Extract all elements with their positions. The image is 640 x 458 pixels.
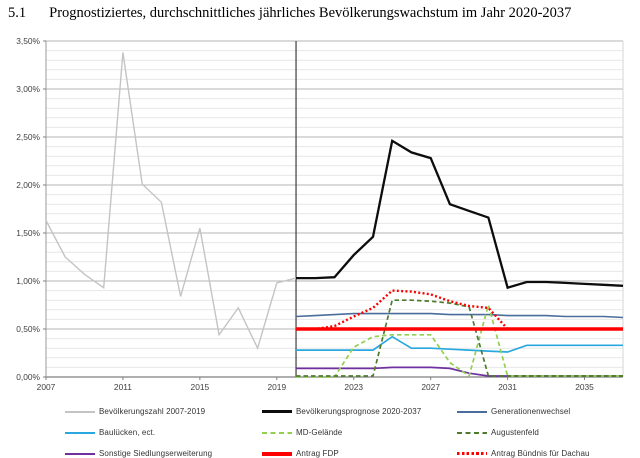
series-line-5 xyxy=(296,301,623,378)
section-number: 5.1 xyxy=(8,5,27,21)
legend-item-8: Antrag FDP xyxy=(262,443,457,458)
legend-swatch xyxy=(457,410,487,413)
legend-swatch xyxy=(457,452,487,455)
y-axis-label: 1,50% xyxy=(16,228,40,238)
y-axis-label: 2,00% xyxy=(16,180,40,190)
chart-legend: Bevölkerungszahl 2007-2019 Bevölkerungspr… xyxy=(65,401,640,458)
x-axis-label: 2019 xyxy=(267,382,286,392)
legend-item-5: MD-Gelände xyxy=(262,422,457,443)
series-line-1 xyxy=(45,52,297,351)
legend-item-9: Antrag Bündnis für Dachau xyxy=(457,443,640,458)
legend-item-3: Generationenwechsel xyxy=(457,401,640,422)
legend-swatch xyxy=(65,452,95,455)
legend-item-1: Bevölkerungszahl 2007-2019 xyxy=(65,401,262,422)
series-line-9 xyxy=(296,289,623,331)
legend-label: MD-Gelände xyxy=(296,428,343,437)
x-axis-label: 2031 xyxy=(498,382,517,392)
x-axis-label: 2027 xyxy=(421,382,440,392)
legend-swatch xyxy=(262,410,292,413)
legend-item-2: Bevölkerungsprognose 2020-2037 xyxy=(262,401,457,422)
legend-item-7: Sonstige Siedlungserweiterung xyxy=(65,443,262,458)
legend-label: Sonstige Siedlungserweiterung xyxy=(99,449,213,458)
legend-label: Baulücken, ect. xyxy=(99,428,156,437)
legend-item-4: Baulücken, ect. xyxy=(65,422,262,443)
legend-swatch xyxy=(65,410,95,413)
population-growth-chart: 0,00% 0,50% 1,00% 1,50% 2,00% 2,50% 3,00% 3,50%… xyxy=(16,36,624,392)
x-axis-label: 2015 xyxy=(191,382,210,392)
legend-swatch xyxy=(65,431,95,434)
section-heading: 5.1 Prognostiziertes, durchschnittliches… xyxy=(8,5,571,22)
legend-label: Bevölkerungsprognose 2020-2037 xyxy=(296,407,422,416)
legend-label: Generationenwechsel xyxy=(491,407,571,416)
y-axis-label: 1,00% xyxy=(16,276,40,286)
legend-label: Bevölkerungszahl 2007-2019 xyxy=(99,407,206,416)
x-axis-label: 2011 xyxy=(114,382,132,392)
series-line-6 xyxy=(296,299,623,377)
y-axis-label: 3,00% xyxy=(16,84,40,94)
y-axis-label: 0,50% xyxy=(16,324,40,334)
section-title: Prognostiziertes, durchschnittliches jäh… xyxy=(49,5,572,21)
legend-label: Augustenfeld xyxy=(491,428,539,437)
y-axis-label: 3,50% xyxy=(16,36,40,46)
legend-swatch xyxy=(457,431,487,434)
y-axis-label: 0,00% xyxy=(16,372,40,382)
series-line-2 xyxy=(296,138,624,290)
x-axis-label: 2035 xyxy=(575,382,594,392)
series-line-3 xyxy=(295,312,624,319)
legend-item-6: Augustenfeld xyxy=(457,422,640,443)
series-line-4 xyxy=(296,335,623,353)
x-axis-label: 2023 xyxy=(344,382,363,392)
y-axis-label: 2,50% xyxy=(16,132,40,142)
legend-swatch xyxy=(262,431,292,434)
legend-label: Antrag Bündnis für Dachau xyxy=(491,449,590,458)
x-axis-label: 2007 xyxy=(37,382,56,392)
legend-swatch xyxy=(262,451,292,456)
legend-label: Antrag FDP xyxy=(296,449,339,458)
